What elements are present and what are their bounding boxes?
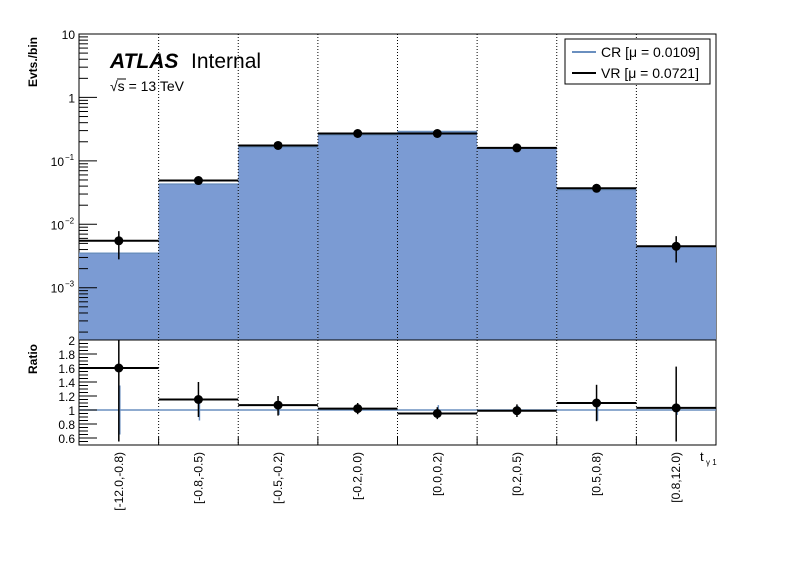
legend: CR [μ = 0.0109] VR [μ = 0.0721] bbox=[564, 38, 711, 85]
internal-label: Internal bbox=[191, 50, 261, 73]
lower-tick-label: 0.8 bbox=[58, 418, 75, 432]
ratio-point bbox=[432, 409, 442, 418]
x-tick-label: [-0.5,-0.2) bbox=[271, 452, 285, 504]
lower-tick-label: 1.4 bbox=[58, 376, 75, 390]
lower-panel: 0.60.811.21.41.61.82 [-12.0,-0.8) [-0.8,-… bbox=[26, 334, 717, 511]
vr-series bbox=[79, 129, 716, 263]
legend-cr-label: CR [μ = 0.0109] bbox=[601, 44, 700, 60]
vr-point bbox=[512, 143, 522, 153]
lower-grid bbox=[158, 340, 637, 445]
ratio-point bbox=[193, 395, 203, 404]
lower-y-axis-label: Ratio bbox=[26, 344, 40, 374]
ratio-point bbox=[512, 406, 522, 416]
legend-box bbox=[564, 38, 711, 85]
lower-y-axis: 0.60.811.21.41.61.82 bbox=[58, 334, 97, 446]
cr-bar bbox=[158, 184, 239, 340]
ratio-point bbox=[273, 400, 283, 410]
upper-grid bbox=[158, 34, 637, 340]
legend-vr-label: VR [μ = 0.0721] bbox=[601, 65, 699, 81]
upper-y-axis-label: Evts./bin bbox=[26, 37, 40, 87]
x-tick-label: [-0.2,0.0) bbox=[351, 452, 365, 500]
energy-label: √s = 13 TeV bbox=[110, 78, 185, 94]
upper-tick-label: 10 bbox=[62, 28, 76, 42]
vr-point bbox=[114, 236, 124, 246]
vr-point bbox=[193, 176, 203, 186]
x-tick-label: [0.8,12.0) bbox=[669, 452, 683, 503]
x-axis-label-subscript: γ 1 bbox=[706, 458, 717, 467]
cr-bar bbox=[238, 147, 318, 340]
x-tick-label: [-12.0,-0.8) bbox=[112, 452, 126, 511]
x-axis: [-12.0,-0.8) [-0.8,-0.5) [-0.5,-0.2) [-0.2,… bbox=[78, 437, 717, 511]
x-axis-label: t bbox=[700, 449, 704, 464]
upper-tick-label: 10 bbox=[51, 155, 65, 169]
lower-tick-label: 1.8 bbox=[58, 348, 75, 362]
vr-point bbox=[353, 129, 363, 139]
vr-point bbox=[592, 183, 602, 193]
upper-tick-label: 10 bbox=[51, 282, 65, 296]
cr-bar bbox=[79, 253, 159, 340]
ratio-point bbox=[353, 404, 363, 414]
ratio-series bbox=[79, 340, 716, 442]
x-tick-label: [0.0,0.2) bbox=[430, 452, 444, 496]
x-tick-label: [0.2,0.5) bbox=[510, 452, 524, 496]
cr-bar bbox=[397, 131, 478, 340]
upper-tick-label: 1 bbox=[68, 91, 75, 105]
cr-bar bbox=[477, 147, 557, 340]
cr-bar bbox=[317, 135, 398, 340]
upper-tick-exponent: −2 bbox=[65, 216, 75, 225]
upper-tick-label: 10 bbox=[51, 218, 65, 232]
lower-tick-label: 1 bbox=[68, 404, 75, 418]
vr-point bbox=[671, 241, 681, 251]
lower-tick-label: 2 bbox=[68, 334, 75, 348]
atlas-label: ATLAS bbox=[109, 50, 178, 73]
ratio-point bbox=[592, 398, 602, 408]
ratio-point bbox=[114, 363, 124, 373]
lower-tick-label: 1.6 bbox=[58, 362, 75, 376]
lower-tick-label: 1.2 bbox=[58, 390, 75, 404]
vr-point bbox=[273, 140, 283, 150]
x-tick-label: [-0.8,-0.5) bbox=[191, 452, 205, 504]
ratio-point bbox=[671, 403, 681, 413]
upper-tick-exponent: −1 bbox=[65, 153, 75, 162]
cr-bar bbox=[556, 189, 637, 340]
vr-point bbox=[432, 129, 442, 139]
x-tick-label: [0.5,0.8) bbox=[590, 452, 604, 496]
lower-tick-label: 0.6 bbox=[58, 432, 75, 446]
upper-tick-exponent: −3 bbox=[65, 280, 75, 289]
